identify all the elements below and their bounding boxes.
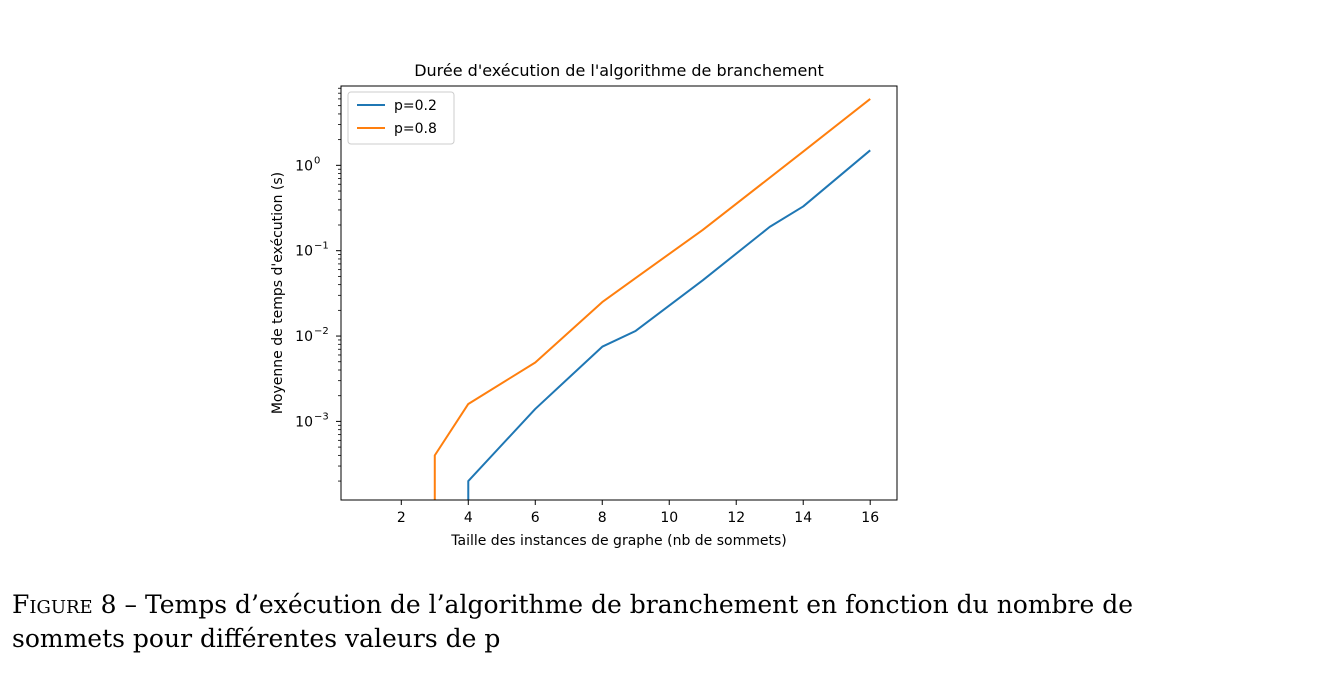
figure-label: Figure 8 — [12, 590, 117, 619]
plot-marks — [433, 98, 871, 500]
y-tick-exponent: 0 — [314, 155, 320, 166]
x-tick-label: 6 — [531, 510, 540, 526]
x-axis-label: Taille des instances de graphe (nb de so… — [450, 533, 786, 549]
x-tick-label: 14 — [794, 510, 812, 526]
y-axis-label: Moyenne de temps d'exécution (s) — [270, 172, 286, 414]
series-line-p=0.2 — [467, 149, 871, 500]
legend-label-p=0.8: p=0.8 — [394, 121, 437, 137]
chart: Durée d'exécution de l'algorithme de bra… — [270, 61, 898, 549]
y-tick-label: 10 — [295, 244, 313, 260]
x-tick-label: 12 — [727, 510, 745, 526]
series-line-p=0.8 — [433, 98, 871, 500]
x-tick-label: 10 — [660, 510, 678, 526]
y-tick-exponent: −1 — [314, 241, 329, 252]
y-tick-label: 10 — [295, 329, 313, 345]
x-tick-label: 16 — [861, 510, 879, 526]
x-tick-label: 8 — [598, 510, 607, 526]
x-tick-label: 2 — [397, 510, 406, 526]
chart-title: Durée d'exécution de l'algorithme de bra… — [414, 61, 824, 80]
y-tick-label: 10 — [295, 158, 313, 174]
x-tick-label: 4 — [464, 510, 473, 526]
figure-caption: Figure 8 – Temps d’exécution de l’algori… — [12, 588, 1222, 656]
y-tick-exponent: −3 — [314, 411, 329, 422]
plot-frame — [340, 85, 898, 501]
y-tick-exponent: −2 — [314, 326, 329, 337]
y-tick-label: 10 — [295, 414, 313, 430]
caption-separator: – — [116, 590, 145, 619]
legend: p=0.2 p=0.8 — [347, 91, 455, 145]
caption-text: Temps d’exécution de l’algorithme de bra… — [12, 590, 1134, 653]
legend-label-p=0.2: p=0.2 — [394, 98, 437, 114]
